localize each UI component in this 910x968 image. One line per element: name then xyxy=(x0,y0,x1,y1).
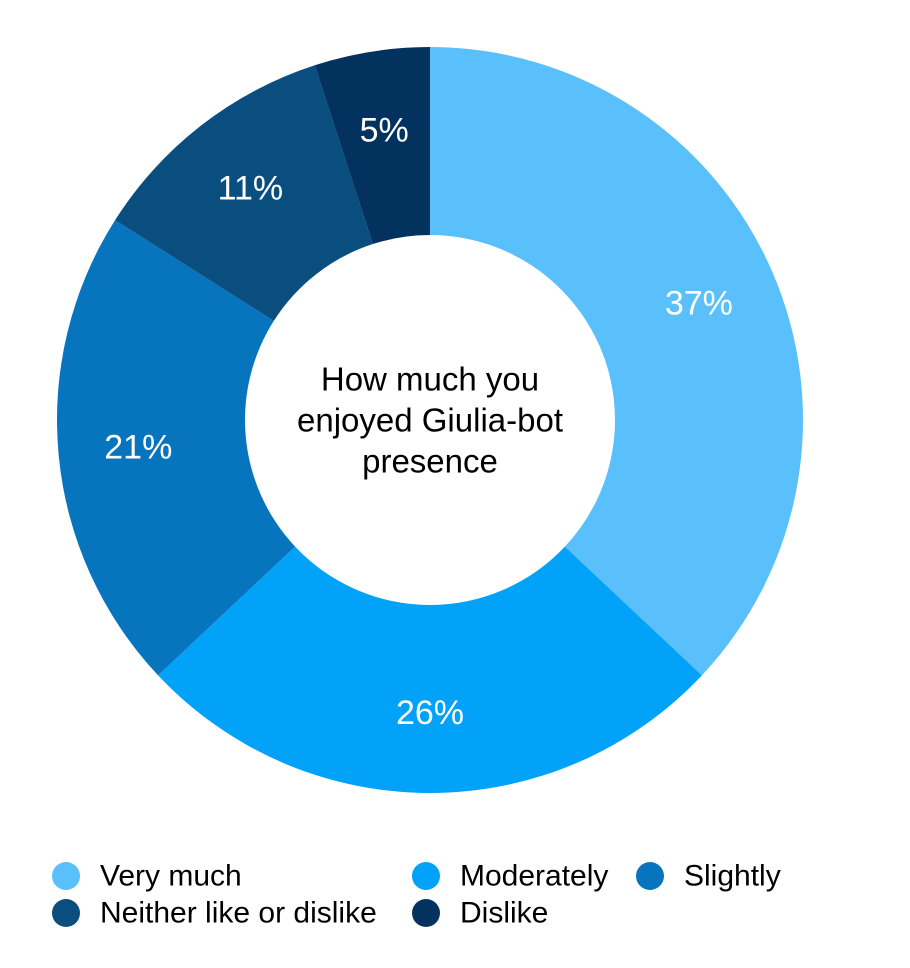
slice-moderately xyxy=(158,546,702,793)
legend-label: Dislike xyxy=(460,897,548,930)
legend-item: Dislike xyxy=(412,897,548,930)
legend-swatch xyxy=(412,899,440,927)
center-title-line: presence xyxy=(362,443,498,480)
slice-dislike xyxy=(314,47,430,245)
slice-slightly xyxy=(57,220,296,676)
slice-label: 37% xyxy=(665,285,733,323)
legend-swatch xyxy=(52,862,80,890)
legend-item: Slightly xyxy=(636,860,781,893)
legend-label: Very much xyxy=(100,860,242,893)
slice-very-much xyxy=(430,47,803,676)
legend-item: Moderately xyxy=(412,860,608,893)
legend: Very much Moderately Slightly Neither like … xyxy=(52,860,781,930)
slice-label: 21% xyxy=(104,429,172,467)
center-title: How much you enjoyed Giulia-bot presence xyxy=(297,361,563,480)
legend-item: Neither like or dislike xyxy=(52,897,377,930)
slice-label: 11% xyxy=(218,169,284,207)
slice-label: 5% xyxy=(360,112,409,150)
slice-label: 26% xyxy=(396,694,464,732)
slice-labels: 37% 26% 21% 11% 5% xyxy=(104,112,733,732)
legend-label: Slightly xyxy=(684,860,781,893)
legend-swatch xyxy=(636,862,664,890)
legend-label: Neither like or dislike xyxy=(100,897,377,930)
legend-label: Moderately xyxy=(460,860,608,893)
legend-item: Very much xyxy=(52,860,242,893)
center-title-line: enjoyed Giulia-bot xyxy=(297,402,563,439)
slice-neither-like-or-dislike xyxy=(115,65,373,321)
legend-swatch xyxy=(52,899,80,927)
legend-swatch xyxy=(412,862,440,890)
donut-slices xyxy=(57,47,803,793)
center-title-line: How much you xyxy=(321,361,539,398)
